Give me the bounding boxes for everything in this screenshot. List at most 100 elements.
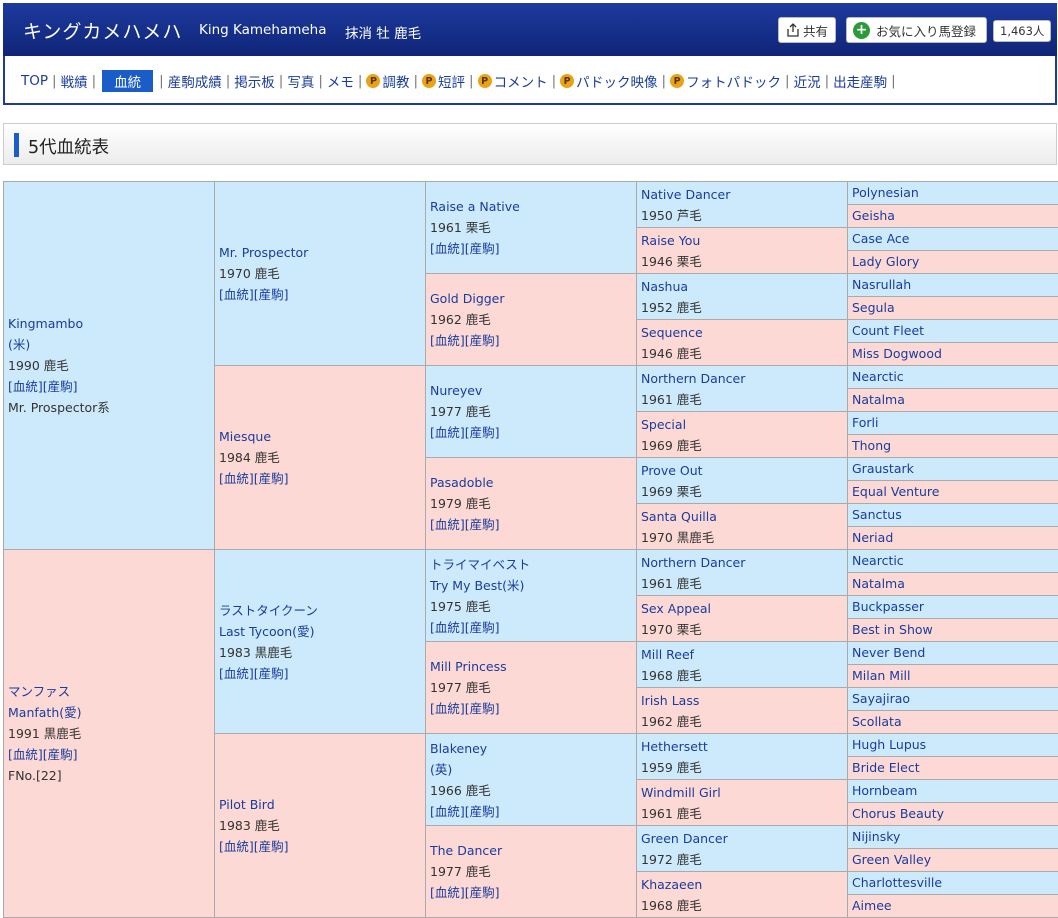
horse-name-link[interactable]: Northern Dancer — [641, 370, 746, 386]
horse-name-link[interactable]: Charlottesville — [852, 875, 943, 890]
horse-name-link[interactable]: Miss Dogwood — [852, 346, 942, 361]
horse-name-link[interactable]: Forli — [852, 415, 879, 430]
horse-name-link[interactable]: Native Dancer — [641, 186, 731, 202]
pedigree-links[interactable]: [血統][産駒] — [219, 287, 289, 302]
nav-item[interactable]: P 調教 — [366, 71, 409, 91]
horse-name-link[interactable]: Segula — [852, 300, 895, 315]
horse-name-link[interactable]: Best in Show — [852, 622, 933, 637]
nav-item[interactable]: P コメント — [477, 71, 548, 91]
horse-origin-link[interactable]: (英) — [430, 761, 453, 777]
horse-name-link[interactable]: Nureyev — [430, 383, 483, 398]
horse-name-link[interactable]: Mill Princess — [430, 659, 507, 674]
horse-name-link[interactable]: Santa Quilla — [641, 508, 717, 524]
horse-name-link[interactable]: Mr. Prospector — [219, 245, 309, 260]
horse-name-link[interactable]: Sex Appeal — [641, 600, 712, 616]
pedigree-links[interactable]: [血統][産駒] — [430, 619, 500, 635]
favorite-button[interactable]: + お気に入り馬登録 — [846, 17, 987, 43]
nav-item[interactable]: 写真 — [287, 71, 314, 91]
horse-name-link[interactable]: Green Valley — [852, 852, 932, 867]
pedigree-links[interactable]: [血統][産駒] — [430, 333, 500, 348]
pedigree-links[interactable]: [血統][産駒] — [430, 517, 500, 532]
horse-origin-link[interactable]: Try My Best(米) — [430, 577, 525, 593]
pedigree-links[interactable]: [血統][産駒] — [219, 839, 289, 854]
nav-item[interactable]: P 短評 — [422, 71, 465, 91]
plus-icon: + — [853, 21, 870, 39]
horse-name-link[interactable]: Polynesian — [852, 185, 919, 200]
horse-name-link[interactable]: Northern Dancer — [641, 554, 746, 570]
pedigree-links[interactable]: [血統][産駒] — [430, 885, 500, 900]
horse-name-link[interactable]: Nashua — [641, 278, 689, 294]
horse-name-link[interactable]: Pasadoble — [430, 475, 494, 490]
pedigree-links[interactable]: [血統][産駒] — [219, 665, 289, 681]
nav-item[interactable]: 血統 — [102, 70, 154, 92]
horse-name-link[interactable]: Scollata — [852, 714, 902, 729]
horse-name-link[interactable]: Raise You — [641, 232, 701, 248]
horse-name-link[interactable]: The Dancer — [430, 843, 503, 858]
horse-name-link[interactable]: Irish Lass — [641, 692, 700, 708]
horse-name-link[interactable]: Nasrullah — [852, 277, 912, 292]
nav-item[interactable]: メモ — [327, 71, 354, 91]
horse-name-link[interactable]: Nearctic — [852, 553, 904, 568]
horse-name-link[interactable]: Green Dancer — [641, 830, 728, 846]
horse-name-link[interactable]: Hugh Lupus — [852, 737, 927, 752]
horse-name-link[interactable]: Sayajirao — [852, 691, 911, 706]
horse-name-link[interactable]: Natalma — [852, 576, 905, 591]
pedigree-links[interactable]: [血統][産駒] — [430, 241, 500, 256]
pedigree-links[interactable]: [血統][産駒] — [430, 803, 500, 819]
nav-item[interactable]: 戦績 — [61, 71, 88, 91]
horse-name-link[interactable]: Case Ace — [852, 231, 910, 246]
horse-name-link[interactable]: Raise a Native — [430, 199, 520, 214]
horse-origin-link[interactable]: (米) — [8, 337, 31, 352]
pedigree-links[interactable]: [血統][産駒] — [8, 379, 78, 394]
horse-name-link[interactable]: Milan Mill — [852, 668, 911, 683]
nav-item[interactable]: P フォトパドック — [670, 71, 781, 91]
horse-name-link[interactable]: Bride Elect — [852, 760, 920, 775]
share-button[interactable]: 共有 — [778, 17, 836, 43]
horse-name-link[interactable]: マンファス — [8, 684, 71, 699]
horse-name-link[interactable]: Nijinsky — [852, 829, 901, 844]
horse-name-link[interactable]: Lady Glory — [852, 254, 920, 269]
horse-name-link[interactable]: Buckpasser — [852, 599, 925, 614]
horse-name-link[interactable]: Never Bend — [852, 645, 926, 660]
horse-name-link[interactable]: Nearctic — [852, 369, 904, 384]
horse-name-link[interactable]: Natalma — [852, 392, 905, 407]
horse-name-link[interactable]: Blakeney — [430, 740, 488, 756]
nav-item[interactable]: P パドック映像 — [560, 71, 658, 91]
horse-name-link[interactable]: Chorus Beauty — [852, 806, 944, 821]
horse-name-link[interactable]: トライマイベスト — [430, 556, 531, 572]
horse-name-link[interactable]: Miesque — [219, 429, 272, 444]
horse-name-link[interactable]: Graustark — [852, 461, 914, 476]
horse-name-link[interactable]: Geisha — [852, 208, 895, 223]
horse-name-link[interactable]: Windmill Girl — [641, 784, 721, 800]
pedigree-cell: The Dancer 1977 鹿毛 [血統][産駒] — [425, 825, 637, 918]
horse-origin-link[interactable]: Last Tycoon(愛) — [219, 623, 315, 639]
horse-name-link[interactable]: Hornbeam — [852, 783, 918, 798]
horse-name-link[interactable]: ラストタイクーン — [219, 602, 318, 618]
nav-item[interactable]: 近況 — [794, 71, 821, 91]
pedigree-links[interactable]: [血統][産駒] — [430, 425, 500, 440]
horse-name-link[interactable]: Equal Venture — [852, 484, 940, 499]
horse-name-link[interactable]: Aimee — [852, 898, 892, 913]
pedigree-links[interactable]: [血統][産駒] — [219, 471, 289, 486]
horse-name-link[interactable]: Neriad — [852, 530, 894, 545]
nav-item[interactable]: TOP — [21, 73, 48, 89]
horse-name-link[interactable]: Count Fleet — [852, 323, 925, 338]
horse-origin-link[interactable]: Manfath(愛) — [8, 705, 82, 720]
pedigree-cell-gen5: Segula — [847, 296, 1058, 320]
nav-item[interactable]: 出走産駒 — [833, 71, 887, 91]
horse-name-link[interactable]: Hethersett — [641, 738, 708, 754]
nav-item[interactable]: 産駒成績 — [168, 71, 222, 91]
horse-name-link[interactable]: Khazaeen — [641, 876, 703, 892]
horse-name-link[interactable]: Prove Out — [641, 462, 703, 478]
pedigree-links[interactable]: [血統][産駒] — [430, 701, 500, 716]
nav-item[interactable]: 掲示板 — [234, 71, 275, 91]
horse-name-link[interactable]: Sanctus — [852, 507, 902, 522]
pedigree-links[interactable]: [血統][産駒] — [8, 747, 78, 762]
horse-name-link[interactable]: Special — [641, 416, 687, 432]
horse-name-link[interactable]: Gold Digger — [430, 291, 505, 306]
horse-name-link[interactable]: Mill Reef — [641, 646, 695, 662]
horse-name-link[interactable]: Pilot Bird — [219, 797, 275, 812]
horse-name-link[interactable]: Kingmambo — [8, 316, 84, 331]
horse-name-link[interactable]: Sequence — [641, 324, 703, 340]
horse-name-link[interactable]: Thong — [852, 438, 892, 453]
